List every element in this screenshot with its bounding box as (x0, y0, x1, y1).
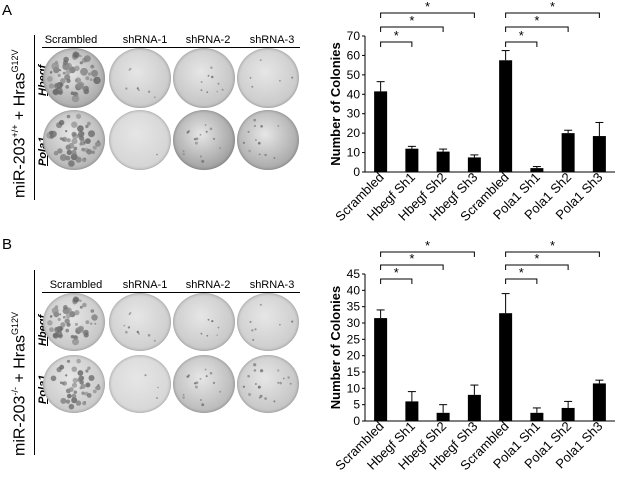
panel-a-header-shrna3: shRNA-3 (249, 34, 295, 46)
petri-dish-hbegf-shrna-3 (237, 48, 299, 108)
petri-dish-hbegf-scrambled (43, 48, 105, 108)
y-tick-label: 30 (347, 107, 361, 121)
y-axis-label: Number of Colonies (328, 42, 343, 166)
panel-b-header-shrna2: shRNA-2 (185, 279, 231, 291)
significance-star-4: * (534, 13, 539, 28)
panel-a-header-scrambled: Scrambled (44, 34, 98, 46)
panel-a-header-underline (42, 47, 300, 48)
petri-dish-hbegf-shrna-1 (109, 48, 171, 108)
y-tick-label: 25 (347, 332, 361, 346)
petri-dish-pola1-scrambled (43, 355, 105, 413)
y-tick-label: 10 (347, 146, 361, 160)
y-tick-label: 0 (353, 165, 360, 179)
petri-dish-pola1-shrna-2 (173, 110, 235, 170)
bar-4 (499, 60, 513, 172)
panel-letter-b: B (2, 236, 13, 253)
significance-star-5: * (550, 238, 555, 253)
y-tick-label: 20 (347, 349, 361, 363)
bar-5 (530, 168, 544, 172)
panel-a-side-label: miR-203+/+ + HrasG12V (10, 49, 29, 198)
petri-dish-pola1-shrna-1 (109, 110, 171, 170)
significance-bracket-5 (505, 12, 600, 18)
significance-bracket-2 (380, 251, 475, 257)
petri-dish-pola1-shrna-3 (237, 110, 299, 170)
panel-b-divider (34, 270, 35, 455)
significance-bracket-0 (380, 278, 413, 284)
bar-6 (561, 407, 575, 421)
y-tick-label: 60 (347, 48, 361, 62)
petri-dish-pola1-shrna-3 (237, 355, 299, 413)
significance-star-2: * (425, 238, 430, 253)
significance-star-5: * (550, 0, 555, 14)
bar-7 (592, 383, 606, 421)
y-tick-label: 35 (347, 300, 361, 314)
y-tick-label: 0 (353, 414, 360, 428)
bar-4 (499, 313, 513, 421)
y-tick-label: 15 (347, 365, 361, 379)
petri-dish-hbegf-shrna-2 (173, 48, 235, 108)
significance-star-0: * (394, 28, 399, 43)
bar-3 (467, 394, 481, 421)
significance-bracket-4 (505, 264, 569, 270)
bar-1 (405, 401, 419, 421)
bar-3 (467, 157, 481, 172)
petri-dish-pola1-shrna-1 (109, 355, 171, 413)
y-tick-label: 30 (347, 316, 361, 330)
panel-a-header-shrna2: shRNA-2 (185, 34, 231, 46)
significance-bracket-1 (380, 264, 444, 270)
panel-a-header-shrna1: shRNA-1 (122, 34, 168, 46)
bar-5 (530, 412, 544, 421)
y-tick-label: 20 (347, 126, 361, 140)
significance-bracket-2 (380, 12, 475, 18)
petri-dish-pola1-shrna-2 (173, 355, 235, 413)
petri-dish-hbegf-shrna-3 (237, 293, 299, 351)
panel-b-header-shrna1: shRNA-1 (122, 279, 168, 291)
panel-b-side-label: miR-203-/- + HrasG12V (10, 312, 29, 456)
significance-bracket-1 (380, 26, 444, 32)
panel-b-header-underline (42, 292, 300, 293)
y-axis-label: Number of Colonies (328, 286, 343, 410)
significance-star-1: * (409, 251, 414, 266)
bar-2 (436, 412, 450, 421)
petri-dish-hbegf-shrna-2 (173, 293, 235, 351)
significance-star-4: * (534, 251, 539, 266)
significance-star-1: * (409, 13, 414, 28)
significance-bracket-5 (505, 251, 600, 257)
bar-1 (405, 148, 419, 172)
significance-bracket-4 (505, 26, 569, 32)
significance-star-2: * (425, 0, 430, 14)
bar-0 (374, 318, 388, 421)
petri-dish-pola1-scrambled (43, 110, 105, 170)
petri-dish-hbegf-scrambled (43, 293, 105, 351)
bar-0 (374, 91, 388, 172)
significance-star-0: * (394, 265, 399, 280)
significance-star-3: * (519, 28, 524, 43)
petri-dish-hbegf-shrna-1 (109, 293, 171, 351)
panel-b-header-scrambled: Scrambled (49, 279, 103, 291)
y-tick-label: 5 (353, 398, 360, 412)
significance-bracket-0 (380, 41, 413, 47)
panel-b-header-shrna3: shRNA-3 (249, 279, 295, 291)
y-tick-label: 70 (347, 29, 361, 43)
panel-letter-a: A (2, 2, 13, 19)
y-tick-label: 50 (347, 68, 361, 82)
y-tick-label: 10 (347, 381, 361, 395)
bar-6 (561, 133, 575, 172)
y-tick-label: 40 (347, 283, 361, 297)
significance-bracket-3 (505, 41, 538, 47)
significance-star-3: * (519, 265, 524, 280)
bar-7 (592, 136, 606, 172)
bar-2 (436, 151, 450, 172)
panel-a-divider (34, 35, 35, 200)
y-tick-label: 45 (347, 267, 361, 281)
significance-bracket-3 (505, 278, 538, 284)
y-tick-label: 40 (347, 87, 361, 101)
